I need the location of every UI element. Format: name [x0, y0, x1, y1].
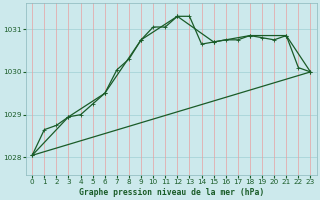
X-axis label: Graphe pression niveau de la mer (hPa): Graphe pression niveau de la mer (hPa) [79, 188, 264, 197]
